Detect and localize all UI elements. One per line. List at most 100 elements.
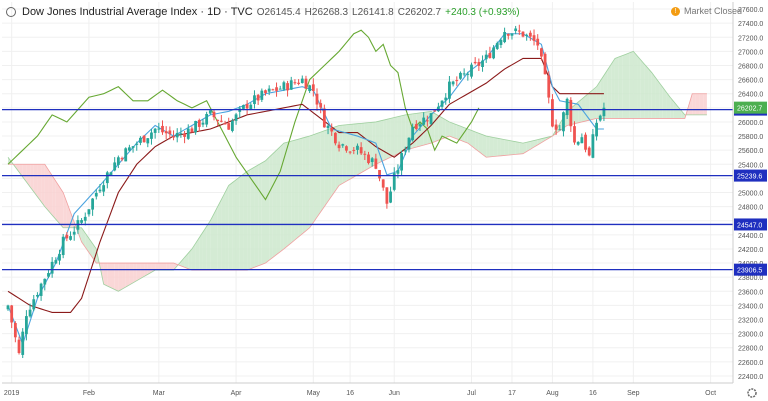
candle-body: [139, 137, 142, 143]
cloud-segment: [386, 118, 391, 159]
cloud-segment: [592, 86, 597, 120]
cloud-segment: [346, 124, 351, 182]
candle-body: [363, 153, 367, 155]
candle-body: [414, 124, 418, 129]
cloud-segment: [445, 119, 450, 138]
candle-body: [448, 81, 451, 99]
cloud-segment: [191, 243, 196, 271]
cloud-segment: [467, 129, 472, 146]
candle-body: [69, 236, 72, 240]
candle-body: [484, 54, 488, 60]
chart-title: Dow Jones Industrial Average Index · 1D …: [22, 6, 253, 18]
candle-body: [341, 144, 345, 146]
cloud-segment: [670, 97, 674, 119]
cloud-segment: [63, 192, 67, 228]
cloud-segment: [611, 58, 615, 119]
candle-body: [179, 133, 183, 135]
price-tick-label: 25800.0: [738, 134, 763, 141]
cloud-segment: [342, 124, 347, 184]
cloud-segment: [603, 69, 608, 119]
cloud-segment: [313, 133, 317, 223]
candle-body: [425, 120, 429, 122]
gear-icon[interactable]: [747, 388, 757, 398]
candle-body: [113, 162, 117, 171]
cloud-segment: [202, 226, 207, 271]
candle-body: [495, 43, 499, 49]
candle-body: [345, 146, 348, 151]
candle-body: [146, 138, 150, 144]
candle-body: [587, 147, 591, 156]
candle-body: [477, 62, 481, 66]
price-tick-label: 27600.0: [738, 7, 763, 14]
candle-body: [492, 47, 495, 59]
candle-body: [10, 305, 14, 323]
price-tick-label: 22800.0: [738, 346, 763, 353]
candle-body: [80, 220, 83, 223]
candle-body: [267, 88, 271, 92]
price-tick-label: 25400.0: [738, 162, 763, 169]
price-tick-label: 24400.0: [738, 233, 763, 240]
cloud-segment: [155, 263, 159, 271]
candle-body: [205, 113, 209, 125]
candle-body: [337, 144, 341, 149]
cloud-segment: [265, 157, 270, 264]
candle-body: [54, 260, 58, 264]
cloud-segment: [453, 123, 457, 139]
cloud-segment: [291, 140, 295, 243]
candle-body: [83, 216, 87, 221]
cloud-segment: [243, 171, 248, 271]
candle-body: [293, 82, 297, 84]
time-tick-label: Jun: [389, 390, 400, 397]
candle-body: [374, 158, 378, 169]
cloud-segment: [221, 192, 226, 271]
cloud-segment: [511, 140, 516, 155]
candle-body: [297, 82, 301, 84]
candle-body: [411, 126, 415, 141]
candle-body: [330, 127, 334, 132]
candle-body: [521, 31, 525, 37]
cloud-segment: [681, 110, 685, 119]
high-value: H26268.3: [304, 6, 349, 18]
candle-body: [21, 331, 25, 355]
cloud-segment: [41, 164, 45, 207]
cloud-segment: [420, 112, 424, 147]
cloud-segment: [640, 59, 645, 119]
cloud-segment: [471, 130, 476, 149]
candle-body: [219, 120, 223, 122]
chikou-span-line: [7, 29, 480, 201]
cloud-segment: [283, 142, 288, 249]
candle-body: [598, 115, 602, 121]
cloud-segment: [287, 141, 292, 246]
candle-body: [24, 316, 28, 335]
cloud-segment: [666, 92, 671, 119]
cloud-segment: [158, 263, 163, 271]
price-tick-label: 25000.0: [738, 191, 763, 198]
time-tick-label: Apr: [231, 390, 243, 397]
time-tick-label: Oct: [705, 390, 716, 397]
market-status-label: Market Closed: [683, 6, 742, 16]
price-axis: 22400.0 22600.0 22800.0 23000.0 23200.0 23400…: [732, 2, 767, 383]
candle-body: [554, 124, 558, 130]
candle-body: [304, 78, 308, 89]
candle-body: [105, 172, 109, 184]
candle-body: [157, 128, 161, 130]
candle-body: [216, 119, 220, 122]
close-value: C26202.7: [397, 6, 442, 18]
cloud-segment: [519, 142, 523, 155]
senkou-span-a: [7, 50, 707, 292]
cloud-segment: [269, 153, 273, 261]
clock-icon: !: [670, 6, 680, 16]
cloud-segment: [199, 232, 203, 271]
cloud-segment: [107, 263, 111, 288]
candle-body: [433, 110, 437, 112]
cloud-segment: [523, 142, 527, 154]
cloud-segment: [22, 164, 27, 182]
candle-body: [275, 87, 278, 91]
candle-body: [43, 278, 47, 285]
candle-body: [311, 84, 315, 91]
senkou-span-b: [8, 93, 707, 271]
candle-body: [422, 117, 426, 125]
cloud-segment: [140, 263, 145, 279]
market-status[interactable]: ! Market Closed: [670, 6, 742, 16]
cloud-segment: [133, 263, 137, 283]
